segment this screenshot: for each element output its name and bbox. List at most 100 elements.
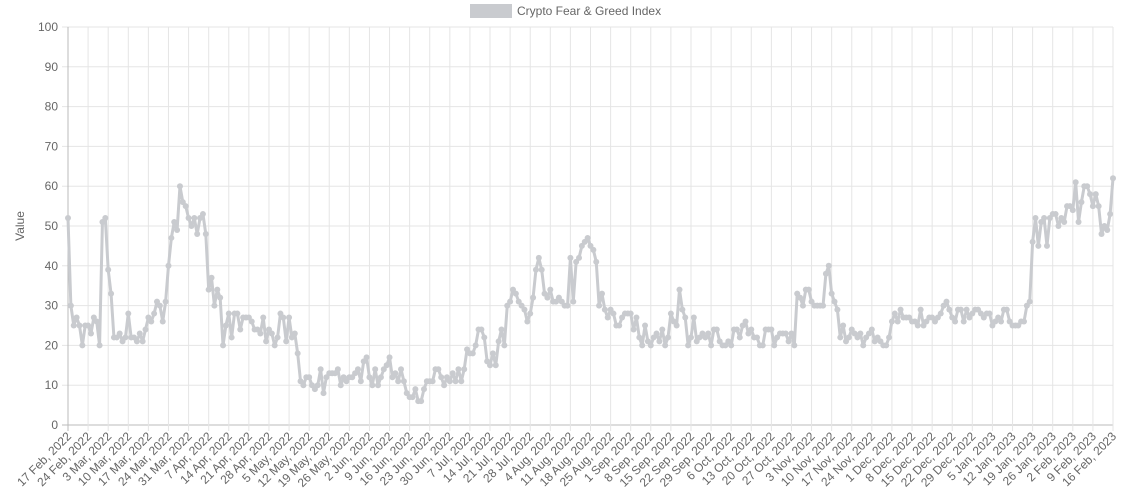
data-point [67, 302, 74, 309]
data-point [185, 215, 192, 222]
data-point [857, 330, 864, 337]
data-point [797, 294, 804, 301]
data-point [891, 310, 898, 317]
data-point [960, 318, 967, 325]
data-point [87, 330, 94, 337]
data-point [314, 382, 321, 389]
data-point [642, 322, 649, 329]
data-point [260, 314, 267, 321]
data-point [274, 334, 281, 341]
data-point [377, 374, 384, 381]
data-point [736, 334, 743, 341]
data-point [1092, 191, 1099, 198]
data-point [685, 342, 692, 349]
data-point [214, 286, 221, 293]
legend-label: Crypto Fear & Greed Index [517, 4, 661, 18]
data-point [630, 326, 637, 333]
data-point [263, 338, 270, 345]
data-point [438, 374, 445, 381]
data-point [708, 342, 715, 349]
data-point [133, 338, 140, 345]
data-point [317, 366, 324, 373]
data-point [286, 314, 293, 321]
data-point [156, 302, 163, 309]
data-point [1087, 191, 1094, 198]
data-point [596, 302, 603, 309]
data-point [395, 378, 402, 385]
data-point [455, 366, 462, 373]
data-point [1069, 207, 1076, 214]
y-tick-label: 60 [45, 179, 59, 193]
data-point [647, 342, 654, 349]
data-point [524, 318, 531, 325]
y-tick-label: 40 [45, 259, 59, 273]
data-point [1021, 318, 1028, 325]
data-point [472, 342, 479, 349]
data-point [1026, 298, 1033, 305]
data-point [93, 318, 100, 325]
data-point [116, 330, 123, 337]
data-point [946, 306, 953, 313]
data-point [165, 262, 172, 269]
data-point [986, 310, 993, 317]
data-point [957, 306, 964, 313]
data-point [461, 366, 468, 373]
data-point [65, 215, 71, 222]
data-point [446, 378, 453, 385]
data-point [1107, 211, 1114, 218]
data-point [834, 306, 841, 313]
data-point [458, 378, 465, 385]
data-point [547, 286, 554, 293]
data-point [656, 338, 663, 345]
data-point [665, 334, 672, 341]
data-point [306, 374, 313, 381]
data-point [1003, 306, 1010, 313]
data-point [535, 254, 542, 261]
data-point [1084, 183, 1091, 190]
data-point [237, 326, 244, 333]
data-point [409, 394, 416, 401]
data-point [108, 290, 115, 297]
data-point [1072, 179, 1079, 186]
data-point [148, 318, 155, 325]
data-point [728, 342, 735, 349]
data-point [1104, 226, 1111, 233]
data-point [788, 330, 795, 337]
data-point [357, 378, 364, 385]
data-point [383, 362, 390, 369]
data-point [742, 318, 749, 325]
data-point [567, 254, 574, 261]
data-point [512, 290, 519, 297]
data-point [398, 366, 405, 373]
data-point [257, 330, 264, 337]
data-point [616, 322, 623, 329]
data-point [205, 286, 212, 293]
data-point [79, 342, 86, 349]
data-point [532, 266, 539, 273]
y-tick-label: 20 [45, 338, 59, 352]
data-point [748, 326, 755, 333]
data-point [527, 310, 534, 317]
data-point [136, 330, 143, 337]
data-point [1029, 238, 1036, 245]
data-point [507, 298, 514, 305]
data-point [530, 294, 537, 301]
data-point [188, 223, 195, 229]
data-point [705, 330, 712, 337]
data-point [840, 322, 847, 329]
data-point [576, 254, 583, 261]
y-tick-label: 50 [45, 219, 59, 233]
data-point [633, 314, 640, 321]
data-point [354, 366, 361, 373]
data-point [828, 290, 835, 297]
data-point [122, 334, 129, 341]
data-point [799, 302, 806, 309]
data-point [682, 314, 689, 321]
data-point [194, 230, 201, 237]
data-point [564, 302, 571, 309]
data-point [791, 342, 798, 349]
data-point [501, 342, 508, 349]
data-point [151, 310, 158, 317]
data-point [225, 310, 232, 317]
data-point [162, 298, 169, 305]
